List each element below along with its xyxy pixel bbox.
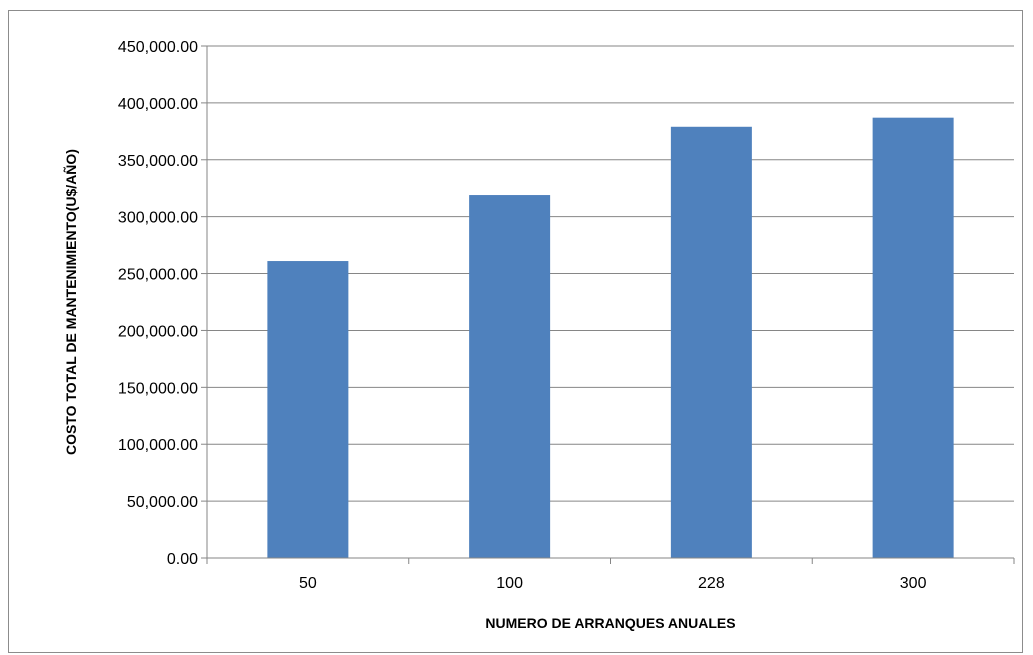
y-tick-label: 200,000.00 — [118, 323, 198, 340]
y-tick-label: 350,000.00 — [118, 153, 198, 170]
y-axis-title: COSTO TOTAL DE MANTENIMIENTO(U$/AÑO) — [62, 149, 79, 455]
y-tick-label: 150,000.00 — [118, 380, 198, 397]
x-tick-label: 228 — [698, 575, 725, 592]
bar — [469, 195, 551, 558]
bar — [670, 126, 752, 558]
tick-labels: 0.00 50,000.00 100,000.00 150,000.00 200,000… — [118, 39, 927, 592]
bar — [872, 117, 954, 559]
x-tick-label: 50 — [299, 575, 317, 592]
y-tick-label: 400,000.00 — [118, 96, 198, 113]
x-tick-label: 100 — [496, 575, 523, 592]
y-tick-label: 300,000.00 — [118, 210, 198, 227]
x-axis-title: NUMERO DE ARRANQUES ANUALES — [485, 615, 735, 631]
bars — [267, 117, 954, 559]
x-tick-label: 300 — [900, 575, 927, 592]
y-tick-label: 450,000.00 — [118, 39, 198, 56]
bar — [267, 261, 349, 558]
axes — [201, 45, 1015, 564]
y-tick-label: 50,000.00 — [127, 494, 198, 511]
y-tick-label: 100,000.00 — [118, 437, 198, 454]
y-tick-label: 250,000.00 — [118, 267, 198, 284]
y-tick-label: 0.00 — [167, 551, 198, 568]
